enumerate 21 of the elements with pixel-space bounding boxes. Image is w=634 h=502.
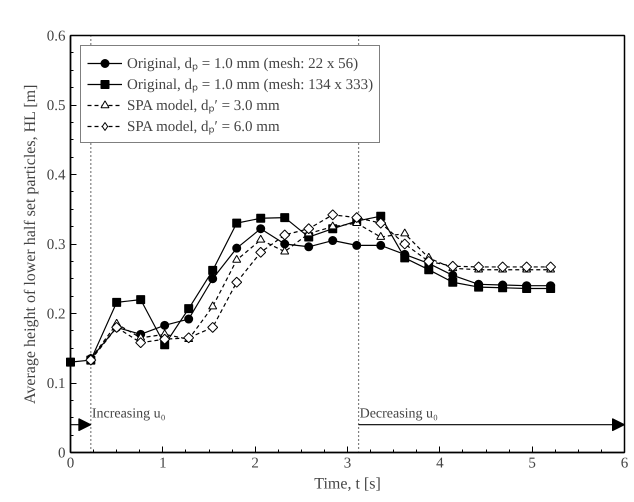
x-tick-label: 6	[620, 456, 629, 472]
x-tick-label: 3	[344, 456, 352, 472]
x-tick-label: 5	[528, 456, 536, 472]
y-tick-label: 0.5	[46, 98, 66, 114]
y-tick-label: 0	[58, 446, 66, 462]
y-tick-label: 0.6	[46, 28, 66, 44]
annotation: Increasing u₀	[92, 406, 166, 422]
legend-label: SPA model, dₚ′ = 3.0 mm	[127, 97, 280, 115]
legend-label: SPA model, dₚ′ = 6.0 mm	[127, 118, 280, 136]
y-tick-label: 0.3	[46, 237, 66, 253]
y-tick-label: 0.4	[46, 168, 66, 184]
legend-label: Original, dₚ = 1.0 mm (mesh: 134 x 333)	[127, 76, 374, 94]
x-tick-label: 1	[159, 456, 167, 472]
y-tick-label: 0.1	[46, 376, 66, 392]
annotation: Decreasing u₀	[360, 406, 438, 422]
y-axis-title: Average height of lower half set particles, HL [m]	[22, 84, 39, 404]
x-tick-label: 2	[251, 456, 259, 472]
x-axis-title: Time, t [s]	[314, 476, 381, 492]
x-tick-label: 4	[436, 456, 444, 472]
y-tick-label: 0.2	[46, 306, 66, 322]
legend-label: Original, dₚ = 1.0 mm (mesh: 22 x 56)	[127, 55, 358, 73]
